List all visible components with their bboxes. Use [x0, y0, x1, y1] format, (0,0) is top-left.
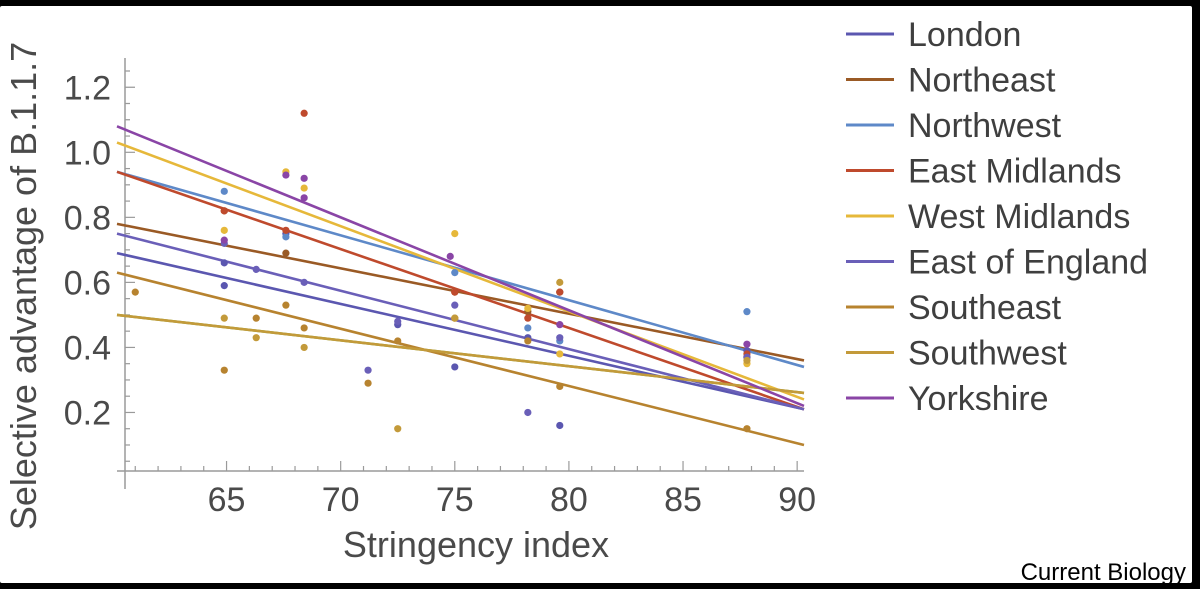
data-point [220, 207, 228, 215]
credit-label: Current Biology [1021, 559, 1186, 583]
trend-line [116, 170, 805, 411]
data-point [220, 259, 228, 267]
data-point [556, 278, 564, 286]
data-point [446, 252, 454, 260]
data-point [451, 363, 459, 371]
data-point [451, 288, 459, 296]
data-point [300, 184, 308, 192]
data-point [394, 337, 402, 345]
y-axis-title: Selective advantage of B.1.1.7 [3, 42, 44, 530]
data-point [394, 425, 402, 433]
selective-advantage-chart: 65 70 75 80 85 90 0.2 0.4 0.6 0.8 1.0 1.2 Stringen… [3, 16, 1186, 583]
x-axis-title: Stringency index [343, 524, 609, 565]
figure-panel: 65 70 75 80 85 90 0.2 0.4 0.6 0.8 1.0 1.2 Stringen… [0, 6, 1192, 583]
data-point [451, 230, 459, 238]
data-point [524, 408, 532, 417]
data-point [282, 226, 290, 234]
y-tick-label: 0.2 [64, 394, 111, 432]
trend-line [116, 313, 805, 395]
data-point [282, 171, 290, 179]
axes: 65 70 75 80 85 90 0.2 0.4 0.6 0.8 1.0 1.2 [64, 58, 816, 519]
data-point [220, 366, 228, 374]
y-tick-label: 1.2 [64, 69, 111, 107]
data-point [556, 321, 564, 329]
data-point [524, 324, 532, 332]
legend-label: West Midlands [908, 198, 1130, 236]
trend-line [116, 251, 805, 411]
trend-line [116, 271, 805, 447]
data-point [394, 317, 402, 326]
trend-lines [116, 125, 805, 447]
data-point [300, 109, 308, 117]
legend-label: Northwest [908, 107, 1062, 145]
legend-label: East Midlands [908, 153, 1122, 191]
trend-line [116, 125, 805, 408]
data-point [300, 174, 308, 182]
y-tick-label: 0.8 [64, 199, 111, 237]
data-point [556, 288, 564, 296]
legend-label: Northeast [908, 62, 1056, 100]
legend-label: Yorkshire [908, 380, 1048, 418]
data-point [282, 249, 290, 257]
data-point [131, 288, 139, 296]
data-point [743, 425, 751, 433]
trend-line [116, 222, 805, 362]
data-point [252, 314, 260, 322]
data-point [743, 356, 751, 365]
legend-label: Southwest [908, 335, 1067, 373]
data-point [524, 304, 532, 313]
data-point [220, 187, 228, 195]
data-point [556, 421, 564, 430]
trend-line [116, 141, 805, 401]
data-point [364, 379, 372, 387]
x-tick-label: 80 [550, 481, 588, 519]
data-points [131, 109, 751, 433]
data-point [556, 334, 564, 342]
y-tick-label: 1.0 [64, 134, 111, 172]
legend-label: London [908, 16, 1021, 54]
x-tick-label: 85 [664, 481, 702, 519]
data-point [300, 343, 308, 352]
x-tick-label: 70 [322, 481, 360, 519]
x-tick-label: 65 [208, 481, 246, 519]
trend-line [116, 170, 805, 369]
legend-label: East of England [908, 244, 1148, 282]
data-point [300, 194, 308, 202]
data-point [220, 236, 228, 244]
data-point [524, 314, 532, 322]
data-point [300, 324, 308, 332]
data-point [743, 340, 751, 348]
data-point [220, 282, 228, 290]
trend-line [116, 232, 805, 411]
data-point [451, 301, 459, 309]
y-tick-label: 0.6 [64, 264, 111, 302]
data-point [451, 314, 459, 322]
x-ticks: 65 70 75 80 85 90 [134, 461, 816, 519]
legend: London Northeast Northwest East Midlands Wes… [846, 16, 1148, 418]
data-point [282, 301, 290, 309]
data-point [252, 334, 260, 342]
data-point [252, 265, 260, 273]
x-tick-label: 75 [436, 481, 474, 519]
legend-label: Southeast [908, 289, 1062, 327]
x-tick-label: 90 [778, 481, 816, 519]
data-point [556, 350, 564, 358]
data-point [556, 382, 564, 391]
data-point [524, 337, 532, 345]
data-point [743, 308, 751, 316]
y-tick-label: 0.4 [64, 329, 111, 367]
data-point [451, 269, 459, 277]
data-point [300, 278, 308, 286]
data-point [282, 233, 290, 241]
data-point [220, 226, 228, 234]
data-point [364, 366, 372, 374]
data-point [220, 314, 228, 322]
y-ticks: 0.2 0.4 0.6 0.8 1.0 1.2 [64, 69, 135, 462]
